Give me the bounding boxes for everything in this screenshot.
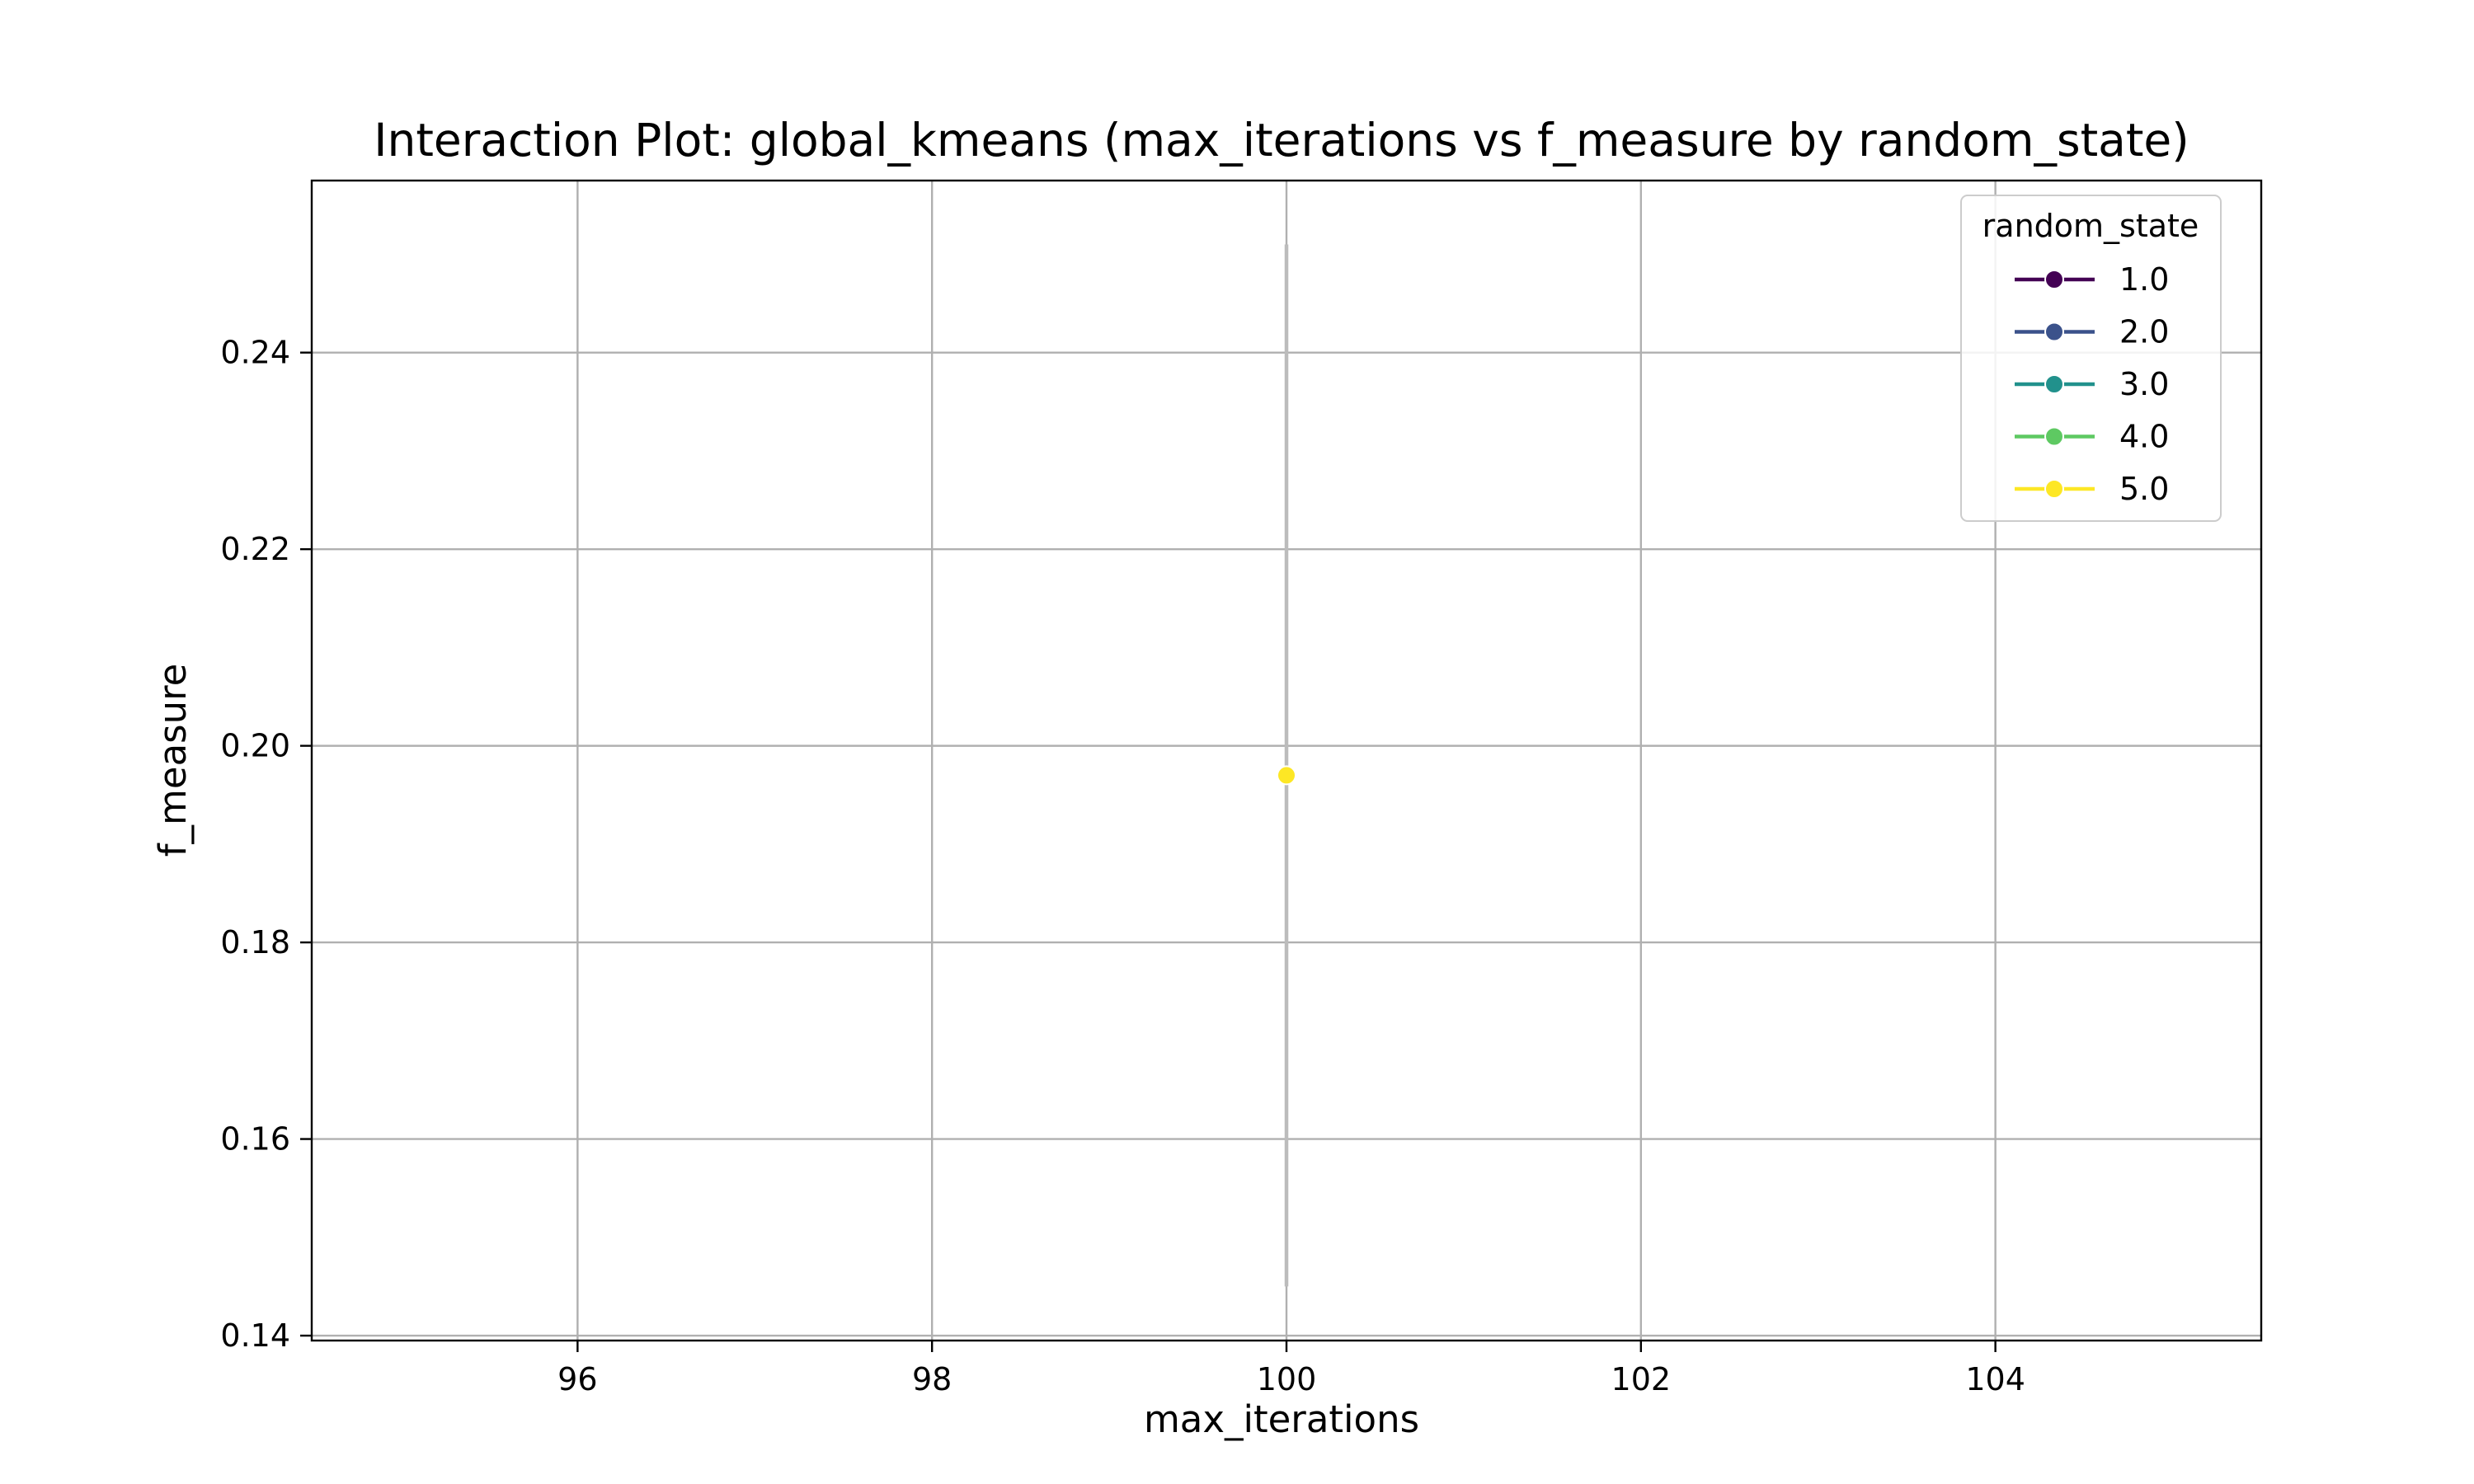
y-tick-label: 0.16 [220,1121,290,1158]
x-tick-label: 98 [912,1361,952,1397]
legend-title: random_state [1982,208,2199,244]
legend-label: 2.0 [2119,314,2169,350]
legend-label: 1.0 [2119,261,2169,298]
legend-marker [2044,479,2064,499]
x-tick-label: 102 [1611,1361,1672,1397]
x-axis-ticks: 96 98 100 102 104 [557,1341,2025,1397]
legend-marker [2044,270,2064,289]
x-axis-label: max_iterations [1144,1397,1419,1441]
data-point [1277,765,1296,786]
legend-marker [2044,374,2064,394]
legend-label: 4.0 [2119,419,2169,455]
y-tick-label: 0.20 [220,728,290,764]
y-tick-label: 0.14 [220,1317,290,1354]
legend-box [1960,195,2222,522]
legend: random_state 1.0 2.0 3.0 4.0 5.0 [1960,195,2222,522]
y-tick-label: 0.18 [220,924,290,960]
x-tick-label: 100 [1257,1361,1317,1397]
legend-marker [2044,322,2064,342]
data-series [1277,765,1296,786]
legend-label: 5.0 [2119,471,2169,507]
legend-marker [2044,426,2064,447]
y-tick-label: 0.24 [220,335,290,371]
y-tick-label: 0.22 [220,531,290,567]
x-tick-label: 104 [1965,1361,2025,1397]
chart-title: Interaction Plot: global_kmeans (max_ite… [374,114,2189,167]
legend-entries: 1.0 2.0 3.0 4.0 5.0 [2015,261,2169,507]
legend-label: 3.0 [2119,366,2169,402]
x-tick-label: 96 [557,1361,597,1397]
y-axis-ticks: 0.14 0.16 0.18 0.20 0.22 0.24 [220,335,312,1354]
y-axis-label: f_measure [151,664,195,857]
